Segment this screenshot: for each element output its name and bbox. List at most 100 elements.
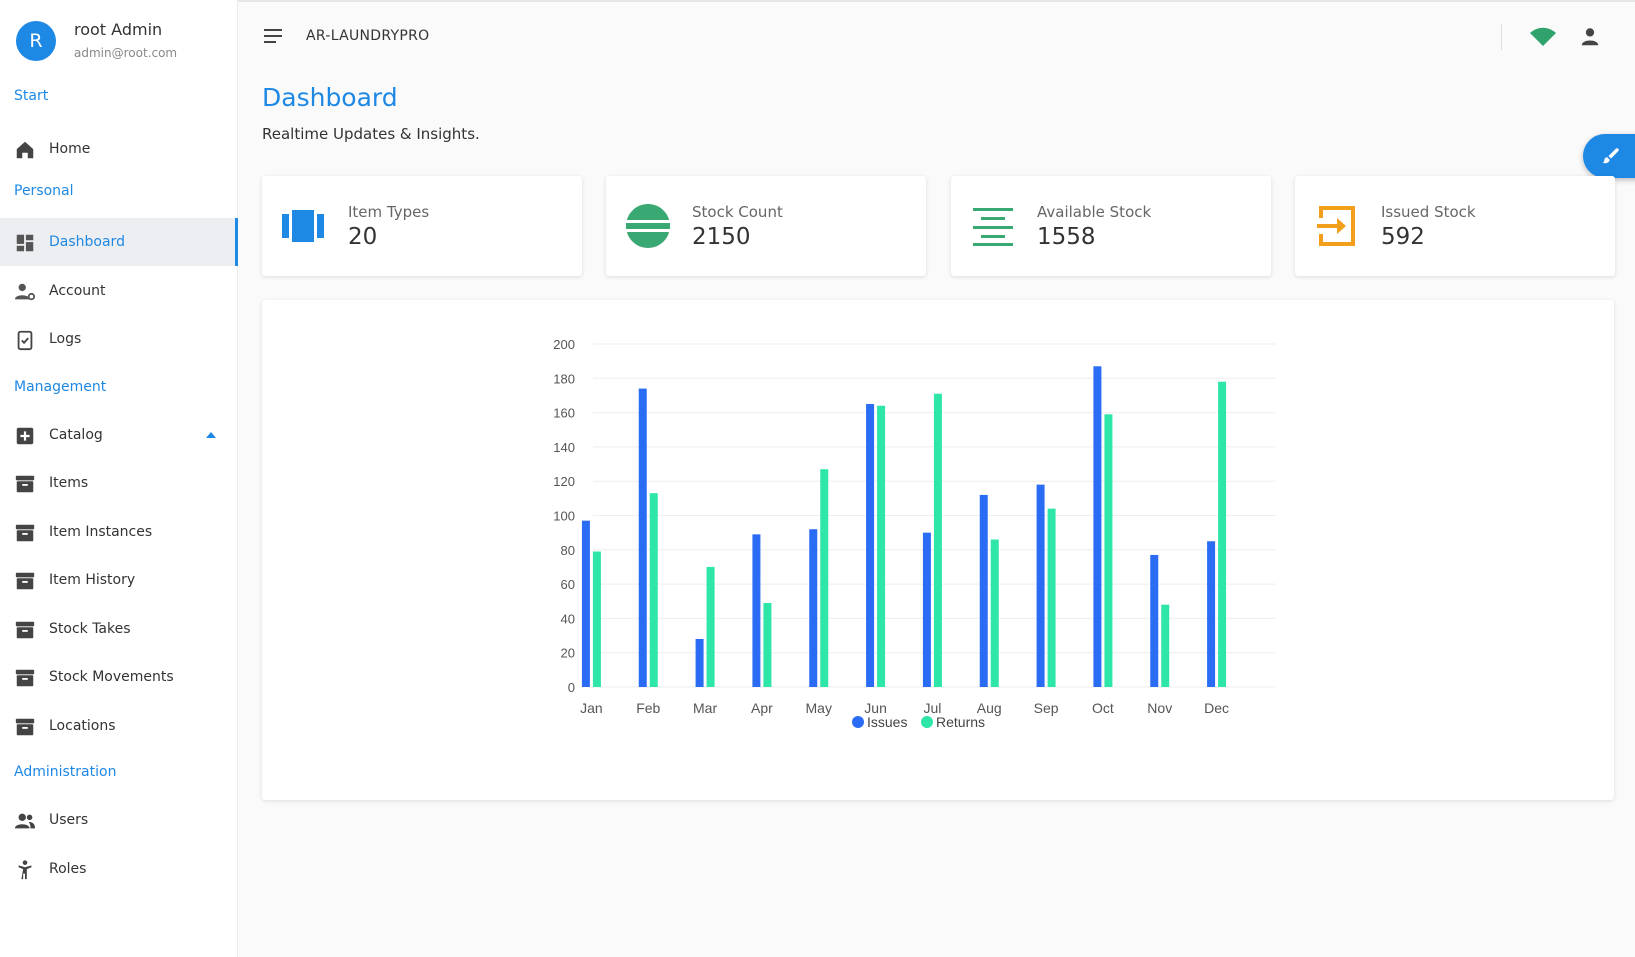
sidebar-item-home[interactable]: Home bbox=[0, 125, 238, 173]
disc-icon bbox=[626, 204, 670, 248]
user-email: admin@root.com bbox=[74, 46, 178, 60]
users-icon bbox=[14, 813, 36, 829]
bar-returns-sep bbox=[1047, 508, 1056, 687]
archive-icon bbox=[15, 572, 35, 590]
x-tick-label: May bbox=[806, 700, 832, 716]
sidebar-item-item-history[interactable]: Item History bbox=[0, 556, 238, 604]
chart-card: 0 20 40 60 80 100 120 140 160 180 200 Jan Feb Mar Apr M… bbox=[262, 300, 1614, 800]
stat-value: 2150 bbox=[692, 224, 751, 250]
archive-icon bbox=[15, 718, 35, 736]
y-tick-label: 100 bbox=[553, 509, 575, 524]
bar-returns-oct bbox=[1104, 414, 1113, 687]
sidebar-item-stock-takes[interactable]: Stock Takes bbox=[0, 605, 238, 653]
sidebar-item-item-instances[interactable]: Item Instances bbox=[0, 508, 238, 556]
legend-marker-returns bbox=[921, 716, 933, 728]
sidebar-item-stock-movements[interactable]: Stock Movements bbox=[0, 653, 238, 701]
stat-value: 1558 bbox=[1037, 224, 1096, 250]
user-profile: R root Admin admin@root.com bbox=[0, 0, 238, 80]
x-tick-label: Mar bbox=[693, 700, 717, 716]
legend-label-issues: Issues bbox=[867, 714, 907, 730]
section-label-administration: Administration bbox=[14, 764, 117, 780]
sidebar-item-label: Stock Movements bbox=[49, 669, 174, 685]
archive-icon bbox=[15, 475, 35, 493]
bar-issues-aug bbox=[979, 494, 988, 687]
bar-issues-apr bbox=[752, 534, 761, 687]
account-settings-icon bbox=[14, 283, 36, 301]
section-label-personal: Personal bbox=[14, 183, 74, 199]
bar-returns-jul bbox=[933, 393, 942, 687]
y-tick-label: 80 bbox=[561, 543, 575, 558]
x-tick-label: Sep bbox=[1034, 700, 1059, 716]
x-tick-label: Jun bbox=[864, 700, 887, 716]
sidebar-item-label: Logs bbox=[49, 331, 82, 347]
section-label-start: Start bbox=[14, 88, 49, 104]
x-tick-label: Nov bbox=[1147, 700, 1172, 716]
stat-value: 20 bbox=[348, 224, 378, 250]
legend-label-returns: Returns bbox=[936, 714, 985, 730]
sidebar-item-label: Item History bbox=[49, 572, 136, 588]
y-tick-label: 140 bbox=[553, 440, 575, 455]
dashboard-icon bbox=[16, 234, 34, 252]
sidebar-item-label: Locations bbox=[49, 718, 116, 734]
bar-returns-mar bbox=[706, 566, 715, 687]
bar-issues-jun bbox=[866, 404, 875, 687]
stat-card-item-types: Item Types 20 bbox=[262, 176, 582, 276]
sidebar-item-label: Item Instances bbox=[49, 524, 153, 540]
bar-returns-dec bbox=[1218, 381, 1227, 687]
sidebar-item-catalog[interactable]: Catalog bbox=[0, 411, 238, 459]
x-tick-label: Jan bbox=[580, 700, 603, 716]
y-tick-label: 180 bbox=[553, 371, 575, 386]
bar-issues-may bbox=[809, 529, 818, 687]
sidebar-item-label: Users bbox=[49, 812, 89, 828]
stat-label: Available Stock bbox=[1037, 203, 1152, 221]
bar-returns-nov bbox=[1161, 604, 1170, 687]
sidebar-item-roles[interactable]: Roles bbox=[0, 845, 238, 893]
clipboard-check-icon bbox=[17, 330, 33, 351]
stat-label: Issued Stock bbox=[1381, 203, 1476, 221]
top-bar: AR-LAUNDRYPRO bbox=[238, 0, 1635, 70]
archive-icon bbox=[15, 524, 35, 542]
sidebar-item-account[interactable]: Account bbox=[0, 267, 238, 315]
x-tick-label: Jul bbox=[923, 700, 941, 716]
bar-returns-aug bbox=[990, 539, 999, 687]
account-icon[interactable] bbox=[1579, 26, 1601, 48]
sidebar: R root Admin admin@root.com Start Home P… bbox=[0, 0, 238, 957]
hamburger-menu-icon[interactable] bbox=[264, 28, 284, 44]
x-tick-label: Aug bbox=[977, 700, 1002, 716]
stat-value: 592 bbox=[1381, 224, 1425, 250]
person-pose-icon bbox=[18, 860, 32, 880]
y-tick-label: 60 bbox=[561, 577, 575, 592]
sidebar-item-users[interactable]: Users bbox=[0, 796, 238, 844]
stat-card-stock-count: Stock Count 2150 bbox=[606, 176, 926, 276]
theme-customizer-button[interactable] bbox=[1583, 134, 1635, 178]
y-tick-label: 40 bbox=[561, 611, 575, 626]
sidebar-item-logs[interactable]: Logs bbox=[0, 315, 238, 363]
bar-issues-jan bbox=[581, 520, 590, 687]
bar-returns-may bbox=[820, 469, 829, 687]
x-tick-label: Feb bbox=[636, 700, 660, 716]
wifi-icon[interactable] bbox=[1529, 26, 1557, 48]
sidebar-item-locations[interactable]: Locations bbox=[0, 702, 238, 750]
sidebar-item-label: Stock Takes bbox=[49, 621, 131, 637]
sidebar-item-label: Dashboard bbox=[49, 234, 125, 250]
bar-returns-jun bbox=[877, 405, 886, 687]
sidebar-item-dashboard[interactable]: Dashboard bbox=[0, 218, 238, 266]
exit-icon bbox=[1317, 206, 1355, 246]
y-tick-label: 20 bbox=[561, 646, 575, 661]
divider bbox=[1501, 24, 1502, 50]
stat-card-available-stock: Available Stock 1558 bbox=[951, 176, 1271, 276]
x-tick-label: Apr bbox=[751, 700, 773, 716]
chevron-up-icon[interactable] bbox=[206, 432, 216, 438]
legend-marker-issues bbox=[852, 716, 864, 728]
sidebar-item-label: Account bbox=[49, 283, 106, 299]
x-tick-label: Dec bbox=[1204, 700, 1229, 716]
app-title: AR-LAUNDRYPRO bbox=[306, 28, 430, 44]
avatar[interactable]: R bbox=[16, 21, 56, 61]
bar-issues-jul bbox=[922, 532, 931, 687]
sidebar-item-label: Home bbox=[49, 141, 91, 157]
align-center-icon bbox=[973, 208, 1013, 246]
bar-issues-dec bbox=[1207, 541, 1216, 687]
sidebar-item-items[interactable]: Items bbox=[0, 459, 238, 507]
sidebar-item-label: Catalog bbox=[49, 427, 103, 443]
page-title: Dashboard bbox=[262, 83, 398, 112]
